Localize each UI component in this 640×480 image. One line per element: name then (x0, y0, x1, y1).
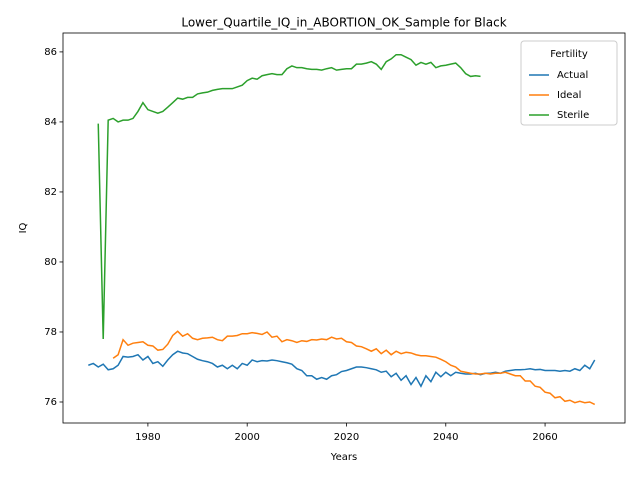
legend-label: Ideal (557, 90, 581, 101)
y-tick-label: 84 (44, 117, 57, 128)
plot-frame (62, 32, 626, 424)
y-tick-label: 86 (44, 47, 57, 58)
y-tick-label: 78 (44, 327, 57, 338)
x-tick-label: 2020 (334, 432, 359, 443)
line-series (88, 350, 596, 388)
legend-label: Actual (557, 70, 588, 81)
legend: Fertility Actual Ideal Sterile (520, 40, 618, 126)
legend-box (520, 40, 618, 126)
y-axis-label: IQ (18, 222, 29, 233)
chart-title: Lower_Quartile_IQ_in_ABORTION_OK_Sample … (181, 16, 506, 30)
line-series (112, 330, 596, 406)
legend-label: Sterile (557, 110, 589, 121)
y-tick-label: 80 (44, 257, 57, 268)
x-tick-label: 2040 (433, 432, 458, 443)
x-tick-label: 1980 (135, 432, 160, 443)
line-series (97, 53, 481, 339)
legend-title: Fertility (550, 49, 588, 60)
x-tick-label: 2060 (532, 432, 557, 443)
x-tick-label: 2000 (234, 432, 259, 443)
x-axis-label: Years (330, 452, 357, 463)
y-tick-label: 82 (44, 187, 57, 198)
y-tick-label: 76 (44, 397, 57, 408)
